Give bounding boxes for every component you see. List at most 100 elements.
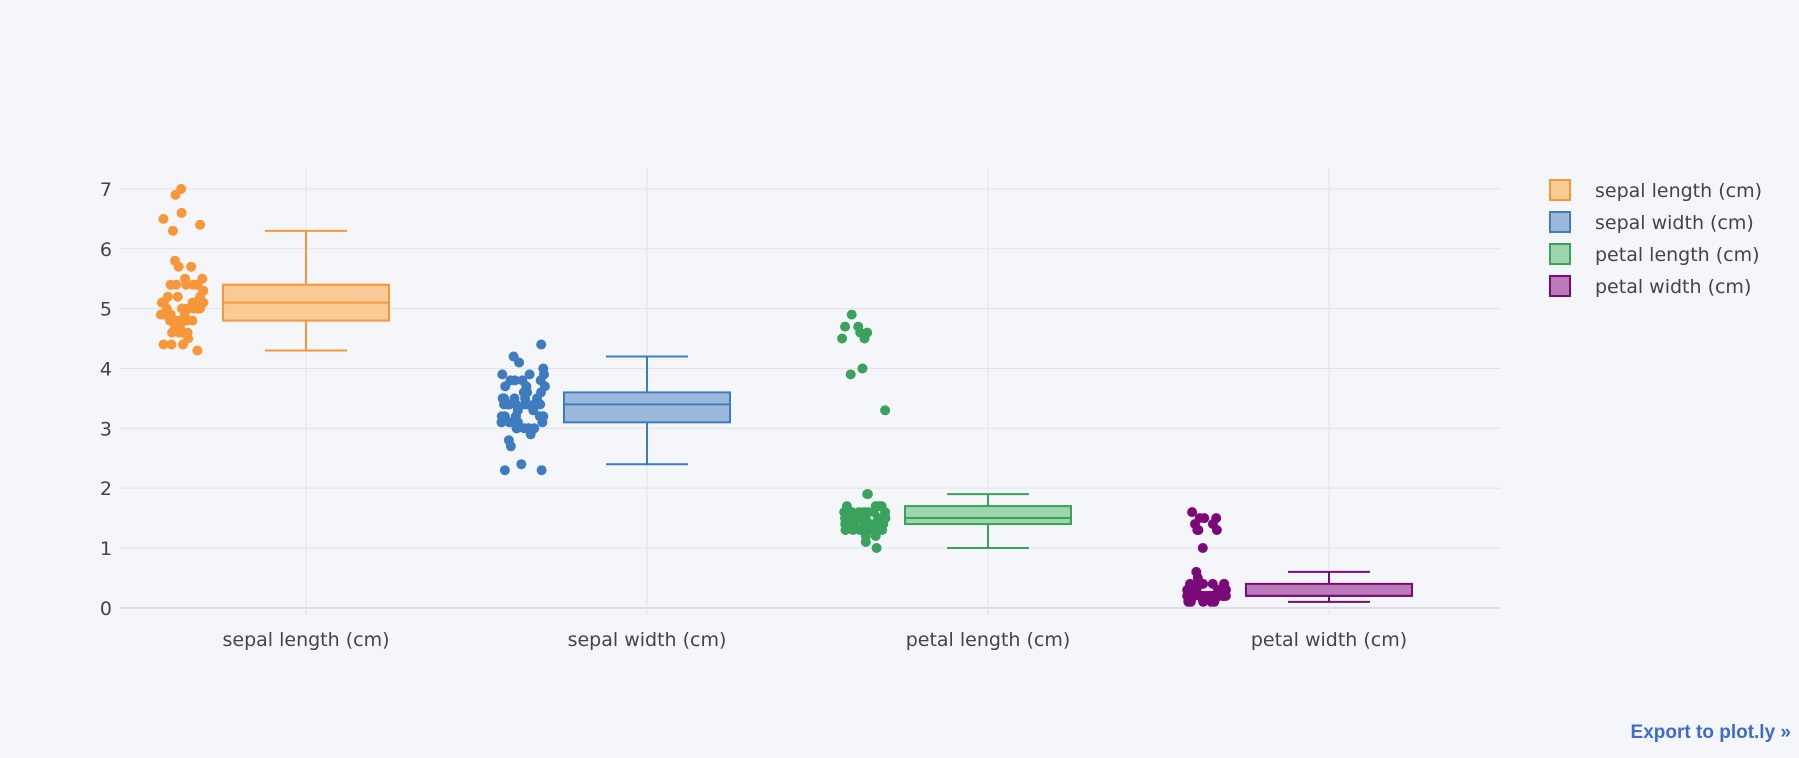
sample-point [176, 303, 187, 314]
sample-point [1198, 578, 1209, 589]
sample-point [498, 393, 509, 404]
sample-point [172, 291, 183, 302]
y-tick-label: 7 [100, 179, 112, 201]
sample-point [167, 225, 178, 236]
sample-point [845, 369, 856, 380]
legend-item-2[interactable]: sepal width (cm) [1549, 211, 1754, 234]
sample-point [187, 315, 198, 326]
legend-label: petal length (cm) [1595, 244, 1760, 266]
sample-point [496, 411, 507, 422]
sample-point [500, 381, 511, 392]
sample-point [158, 339, 169, 350]
sample-point [1211, 525, 1222, 535]
x-tick-label: petal length (cm) [906, 629, 1071, 651]
sample-point [1185, 578, 1196, 589]
legend-swatch [1549, 211, 1571, 233]
box-trace-2 [496, 339, 731, 476]
y-tick-label: 5 [100, 299, 112, 321]
legend-item-4[interactable]: petal width (cm) [1549, 275, 1751, 298]
sample-point [186, 261, 197, 272]
box-trace-3 [837, 309, 1072, 553]
sample-point [497, 369, 508, 380]
sample-point [853, 321, 864, 332]
sample-point [862, 489, 873, 500]
sample-point [848, 519, 859, 529]
sample-point [518, 387, 529, 398]
sample-point [194, 303, 205, 314]
sample-point [877, 525, 888, 535]
box-trace-4 [1182, 507, 1413, 607]
sample-point [516, 459, 527, 470]
y-tick-label: 6 [100, 239, 112, 261]
legend-swatch [1549, 275, 1571, 297]
x-tick-label: petal width (cm) [1251, 629, 1407, 651]
sample-point [192, 345, 203, 356]
sample-point [197, 273, 208, 284]
sample-point [171, 279, 182, 290]
sample-point [837, 333, 848, 344]
export-to-plotly-link[interactable]: Export to plot.ly » [1630, 722, 1791, 743]
sample-point [503, 435, 514, 446]
sample-point [174, 327, 185, 338]
sample-point [536, 339, 547, 350]
gridlines [120, 168, 1500, 615]
x-axis-ticks: sepal length (cm) sepal width (cm) petal l… [223, 629, 1408, 651]
x-tick-label: sepal length (cm) [223, 629, 390, 651]
sample-point [173, 261, 184, 272]
sample-point [165, 309, 176, 320]
sample-point [1190, 519, 1200, 529]
sample-point [868, 507, 879, 518]
box-iqr [1245, 582, 1413, 597]
sample-point [166, 339, 177, 350]
legend-label: sepal width (cm) [1595, 212, 1754, 234]
sample-point [539, 381, 550, 392]
legend-item-3[interactable]: petal length (cm) [1549, 243, 1760, 266]
sample-point [1197, 543, 1208, 553]
y-tick-label: 2 [100, 478, 112, 500]
sample-point [529, 423, 540, 434]
box-iqr [563, 391, 731, 424]
sample-point [1184, 590, 1195, 601]
sample-point [1211, 513, 1222, 524]
sample-point [862, 327, 873, 338]
sample-point [158, 297, 169, 308]
y-tick-label: 1 [100, 538, 112, 560]
sample-point [840, 321, 851, 332]
y-axis-ticks: 0 1 2 3 4 5 6 7 [100, 179, 112, 620]
sample-point [524, 369, 535, 380]
sample-point [1187, 507, 1198, 518]
sample-point [176, 207, 187, 218]
sample-point [195, 219, 206, 230]
sample-point [536, 465, 547, 476]
sample-point [499, 465, 510, 476]
sample-point [535, 399, 546, 410]
sample-point [538, 411, 549, 422]
box-traces [155, 183, 1413, 607]
sample-point [183, 333, 194, 344]
sample-point [1204, 590, 1215, 601]
sample-point [857, 363, 868, 374]
sample-point [880, 405, 891, 416]
sample-point [869, 525, 880, 535]
sample-point [871, 543, 882, 553]
box-iqr [904, 505, 1072, 526]
sample-point [180, 273, 191, 284]
sample-point [846, 309, 857, 320]
y-tick-label: 3 [100, 418, 112, 440]
legend-item-1[interactable]: sepal length (cm) [1549, 179, 1762, 202]
sample-point [539, 369, 549, 380]
legend-swatch [1549, 179, 1571, 201]
sample-point [198, 285, 209, 296]
sample-point [880, 507, 891, 518]
sample-point [860, 513, 871, 524]
sample-point [1191, 566, 1202, 577]
x-tick-label: sepal width (cm) [568, 629, 727, 651]
sample-point [1221, 584, 1231, 595]
sample-point [517, 375, 528, 386]
legend[interactable]: sepal length (cm) sepal width (cm) petal l… [1549, 179, 1762, 298]
legend-swatch [1549, 243, 1571, 265]
legend-label: sepal length (cm) [1595, 180, 1762, 202]
box-trace-1 [155, 183, 390, 356]
legend-label: petal width (cm) [1595, 276, 1751, 298]
